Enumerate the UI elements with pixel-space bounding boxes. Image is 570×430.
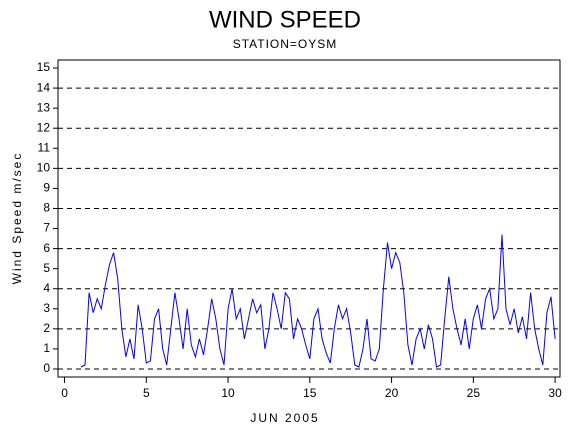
x-axis-label: JUN 2005 bbox=[250, 411, 319, 425]
data-line bbox=[80, 234, 556, 368]
y-tick-label: 15 bbox=[37, 60, 51, 74]
x-tick-label: 30 bbox=[548, 386, 562, 400]
y-tick-label: 2 bbox=[43, 321, 50, 335]
x-tick-label: 15 bbox=[303, 386, 317, 400]
y-tick-label: 7 bbox=[43, 221, 50, 235]
chart-subtitle: STATION=OYSM bbox=[233, 37, 338, 51]
plot-frame bbox=[57, 59, 561, 378]
y-tick-label: 5 bbox=[43, 261, 50, 275]
y-tick-label: 8 bbox=[43, 201, 50, 215]
y-tick-label: 13 bbox=[37, 100, 51, 114]
y-axis-label: Wind Speed m/sec bbox=[10, 152, 24, 285]
y-tick-label: 14 bbox=[37, 80, 51, 94]
chart-title: WIND SPEED bbox=[209, 6, 361, 33]
y-tick-label: 4 bbox=[43, 281, 50, 295]
x-tick-label: 5 bbox=[143, 386, 150, 400]
y-tick-label: 6 bbox=[43, 241, 50, 255]
x-tick-label: 25 bbox=[467, 386, 481, 400]
y-tick-label: 10 bbox=[37, 161, 51, 175]
y-tick-label: 11 bbox=[38, 140, 51, 154]
y-tick-label: 1 bbox=[43, 341, 50, 355]
x-tick-label: 10 bbox=[221, 386, 235, 400]
x-tick-label: 20 bbox=[385, 386, 399, 400]
y-tick-label: 3 bbox=[43, 301, 50, 315]
y-tick-label: 12 bbox=[37, 120, 51, 134]
y-tick-label: 9 bbox=[43, 181, 50, 195]
x-tick-label: 0 bbox=[61, 386, 68, 400]
y-tick-label: 0 bbox=[43, 361, 50, 375]
